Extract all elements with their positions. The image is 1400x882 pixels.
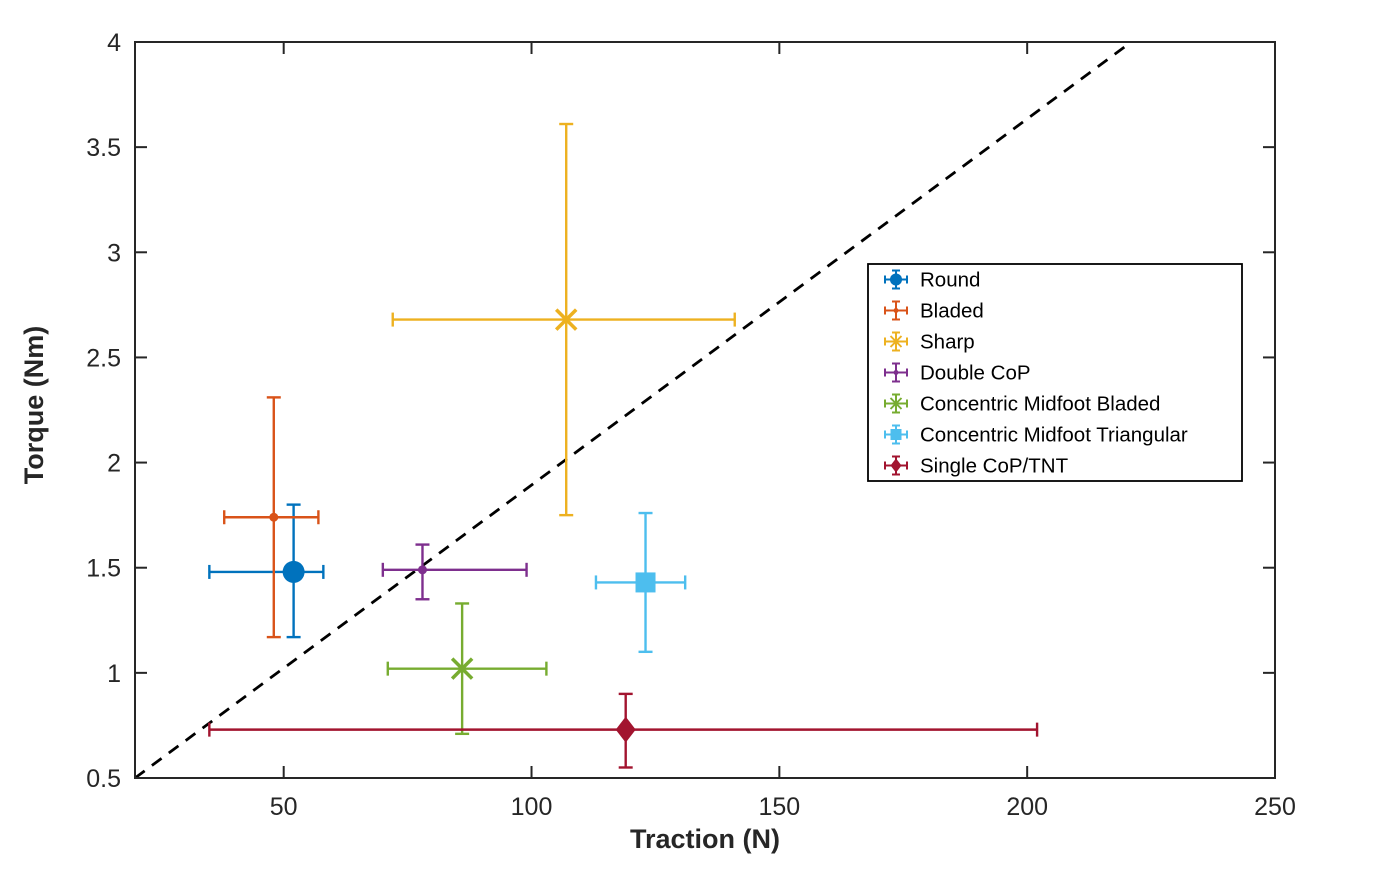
series-round (208, 503, 325, 639)
x-tick-label: 250 (1254, 793, 1296, 821)
legend-label: Concentric Midfoot Bladed (920, 393, 1160, 416)
series-sharp (391, 122, 736, 517)
y-tick-label: 0.5 (86, 765, 121, 793)
legend-label: Concentric Midfoot Triangular (920, 424, 1188, 447)
x-tick-label: 200 (1006, 793, 1048, 821)
y-tick-label: 2 (107, 450, 121, 478)
legend-label: Round (920, 269, 980, 292)
legend-label: Sharp (920, 331, 975, 354)
series-single-cop-tnt (208, 692, 1039, 769)
legend-item-round (884, 269, 908, 290)
legend-label: Bladed (920, 300, 984, 323)
legend-item-concentric-midfoot-bladed (884, 393, 908, 414)
legend-item-sharp (884, 331, 908, 352)
y-tick-label: 3 (107, 239, 121, 267)
legend-label: Double CoP (920, 362, 1031, 385)
x-tick-label: 50 (270, 793, 298, 821)
series-double-cop (381, 543, 528, 601)
x-tick-label: 150 (758, 793, 800, 821)
y-tick-label: 1.5 (86, 555, 121, 583)
y-tick-label: 4 (107, 29, 121, 57)
series-bladed (223, 396, 320, 639)
legend-item-concentric-midfoot-triangular (884, 424, 908, 445)
y-tick-label: 3.5 (86, 134, 121, 162)
y-tick-label: 1 (107, 660, 121, 688)
y-axis-label: Torque (Nm) (19, 325, 49, 485)
legend: Round Bladed Sharp Double CoP Concentric Mid… (867, 263, 1243, 482)
x-axis-label: Traction (N) (629, 824, 780, 854)
legend-item-double-cop (884, 362, 908, 383)
axes-box (134, 41, 1276, 779)
x-tick-label: 100 (511, 793, 553, 821)
legend-item-single-cop-tnt (884, 455, 908, 476)
legend-box (867, 263, 1243, 482)
legend-label: Single CoP/TNT (920, 455, 1069, 478)
y-tick-label: 2.5 (86, 344, 121, 372)
series-concentric-midfoot-bladed (386, 602, 548, 736)
identity-reference-line (134, 40, 1133, 780)
legend-item-bladed (884, 300, 908, 321)
series-concentric-midfoot-triangular (594, 511, 687, 654)
